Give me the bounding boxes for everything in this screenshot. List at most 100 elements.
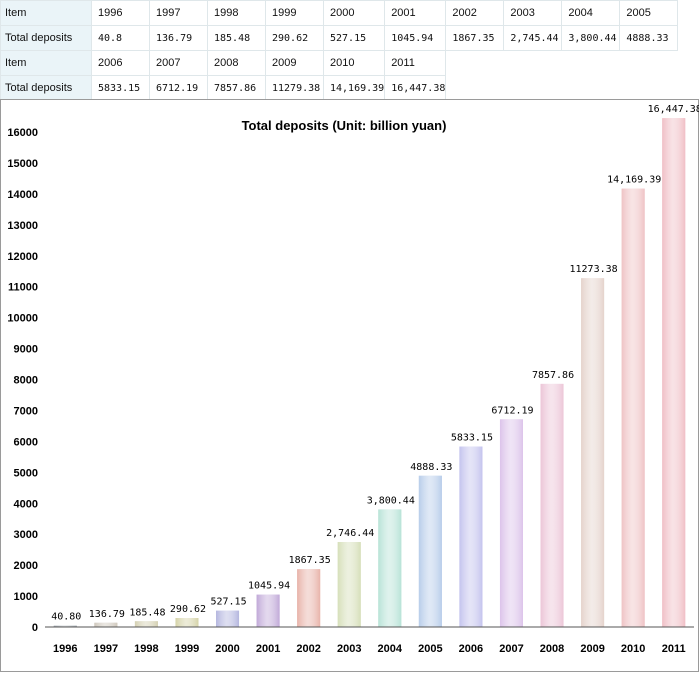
value-cell: 11279.38	[265, 75, 324, 101]
bar-highlight	[418, 475, 442, 627]
year-cell: 2010	[322, 50, 386, 76]
value-cell: 16,447.38	[384, 75, 447, 101]
y-tick-label: 10000	[7, 313, 38, 325]
empty-cell	[562, 51, 620, 76]
y-tick-label: 15000	[7, 158, 38, 170]
year-cell: 2009	[265, 50, 324, 76]
bar-highlight	[175, 618, 199, 627]
value-label: 2,746.44	[326, 528, 374, 539]
value-label: 1045.94	[248, 581, 290, 592]
deposits-bar-chart: Total deposits (Unit: billion yuan) 0 100…	[0, 99, 699, 672]
y-tick-label: 13000	[7, 220, 38, 232]
value-label: 6712.19	[491, 405, 533, 416]
year-cell: 1999	[265, 0, 324, 26]
value-cell: 5833.15	[91, 75, 150, 101]
bar-highlight	[53, 625, 77, 627]
x-tick-label: 2010	[621, 643, 645, 655]
value-cell: 136.79	[149, 25, 208, 51]
year-cell: 2002	[445, 0, 505, 26]
x-tick-label: 2001	[256, 643, 280, 655]
x-tick-label: 2000	[215, 643, 239, 655]
x-tick-label: 2006	[459, 643, 483, 655]
y-tick-label: 16000	[7, 127, 38, 139]
value-cell: 2,745.44	[503, 25, 563, 51]
year-cell: 2000	[322, 0, 386, 26]
value-label: 14,169.39	[607, 175, 661, 186]
value-label: 3,800.44	[367, 495, 415, 506]
y-tick-label: 3000	[14, 529, 38, 541]
value-cell: 3,800.44	[561, 25, 621, 51]
y-tick-label: 8000	[14, 375, 38, 387]
x-tick-label: 2009	[580, 643, 604, 655]
bar-highlight	[662, 118, 686, 627]
x-tick-label: 2011	[662, 643, 686, 655]
bar-highlight	[378, 509, 402, 627]
empty-cell	[504, 76, 562, 101]
value-cell: 1045.94	[384, 25, 447, 51]
y-tick-label: 4000	[14, 498, 38, 510]
value-cell: 14,169.39	[322, 75, 386, 101]
empty-cell	[562, 76, 620, 101]
empty-cell	[504, 51, 562, 76]
value-label: 527.15	[210, 597, 246, 608]
deposits-data-table: Item 1996 1997 1998 1999 2000 2001 2002 2003 2004…	[0, 0, 679, 101]
chart-canvas: Total deposits (Unit: billion yuan) 0 100…	[0, 99, 699, 672]
value-cell: 7857.86	[207, 75, 266, 101]
year-cell: 1996	[91, 0, 150, 26]
row-label: Item	[0, 50, 92, 76]
value-cell: 40.8	[91, 25, 150, 51]
value-label: 7857.86	[532, 370, 574, 381]
year-cell: 2003	[503, 0, 563, 26]
bar-highlight	[297, 569, 321, 627]
year-cell: 2008	[207, 50, 266, 76]
bar-highlight	[621, 188, 645, 627]
value-label: 290.62	[170, 604, 206, 615]
year-cell: 2007	[149, 50, 208, 76]
x-axis: 1996 1997 1998 1999 2000 2001 2002 2003 2004 2005…	[53, 643, 686, 655]
y-tick-label: 5000	[14, 467, 38, 479]
year-cell: 2004	[561, 0, 621, 26]
year-cell: 2011	[384, 50, 447, 76]
value-label: 11273.38	[570, 264, 618, 275]
x-tick-label: 2003	[337, 643, 361, 655]
empty-cell	[620, 51, 678, 76]
empty-cell	[620, 76, 678, 101]
value-cell: 290.62	[265, 25, 324, 51]
x-tick-label: 2008	[540, 643, 564, 655]
table-row: Total deposits 5833.15 6712.19 7857.86 11279…	[0, 75, 678, 101]
table-header-row: Item 2006 2007 2008 2009 2010 2011	[0, 50, 678, 76]
year-cell: 2005	[619, 0, 679, 26]
chart-title: Total deposits (Unit: billion yuan)	[242, 118, 447, 133]
y-tick-label: 1000	[14, 591, 38, 603]
value-label: 5833.15	[451, 433, 493, 444]
y-tick-label: 12000	[7, 251, 38, 263]
bar-highlight	[216, 610, 240, 627]
value-cell: 527.15	[322, 25, 386, 51]
row-label: Total deposits	[0, 25, 92, 51]
row-label: Item	[0, 0, 92, 26]
value-label: 40.80	[51, 612, 81, 623]
x-tick-label: 2005	[418, 643, 442, 655]
x-tick-label: 2002	[296, 643, 320, 655]
x-tick-label: 1998	[134, 643, 158, 655]
bar-highlight	[499, 419, 523, 627]
x-tick-label: 2007	[499, 643, 523, 655]
value-cell: 4888.33	[619, 25, 679, 51]
value-label: 136.79	[89, 609, 125, 620]
value-label: 4888.33	[410, 462, 452, 473]
x-tick-label: 1996	[53, 643, 77, 655]
value-cell: 185.48	[207, 25, 266, 51]
y-tick-label: 2000	[14, 560, 38, 572]
x-tick-label: 1997	[94, 643, 118, 655]
bar-highlight	[459, 446, 483, 627]
value-cell: 6712.19	[149, 75, 208, 101]
year-cell: 2006	[91, 50, 150, 76]
value-cell: 1867.35	[445, 25, 505, 51]
empty-cell	[446, 51, 504, 76]
bar-highlight	[540, 383, 564, 627]
y-axis: 0 1000 2000 3000 4000 5000 6000 7000 8000 9000 100…	[7, 127, 38, 634]
y-tick-label: 9000	[14, 344, 38, 356]
bar-highlight	[337, 542, 361, 627]
x-tick-label: 2004	[378, 643, 403, 655]
